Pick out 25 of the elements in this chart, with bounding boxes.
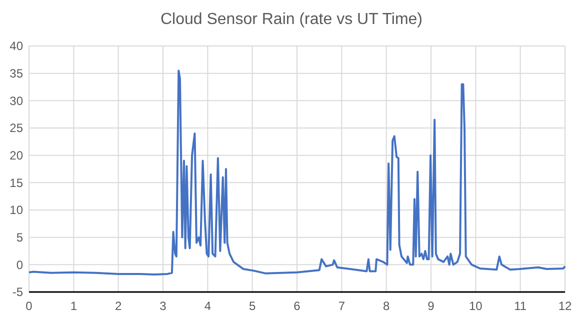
x-tick-label: 5 (248, 299, 256, 313)
x-tick-label: 6 (294, 299, 301, 313)
x-tick-label: 0 (26, 299, 33, 313)
x-tick-label: 9 (428, 299, 435, 313)
y-tick-label: 30 (10, 94, 24, 108)
line-series (28, 70, 566, 276)
x-tick-label: 3 (160, 299, 167, 313)
y-tick-label: 40 (10, 39, 24, 54)
x-tick-label: 7 (338, 299, 346, 313)
x-tick-label: 8 (382, 299, 390, 313)
y-tick-label: 10 (10, 203, 24, 218)
x-tick-label: 12 (558, 299, 572, 313)
y-tick-label: -5 (12, 285, 24, 300)
y-tick-label: 15 (10, 176, 24, 190)
x-tick-label: 10 (468, 299, 483, 313)
x-tick-label: 11 (514, 299, 527, 313)
y-tick-label: 20 (10, 148, 24, 163)
y-tick-label: 35 (10, 66, 24, 81)
x-tick-label: 2 (114, 299, 122, 313)
y-tick-label: 25 (10, 121, 24, 136)
x-tick-label: 1 (70, 299, 78, 313)
chart-title: Cloud Sensor Rain (rate vs UT Time) (160, 11, 423, 28)
x-tick-label: 4 (204, 299, 212, 313)
y-tick-label: 5 (16, 230, 24, 245)
y-tick-label: 0 (16, 258, 24, 272)
